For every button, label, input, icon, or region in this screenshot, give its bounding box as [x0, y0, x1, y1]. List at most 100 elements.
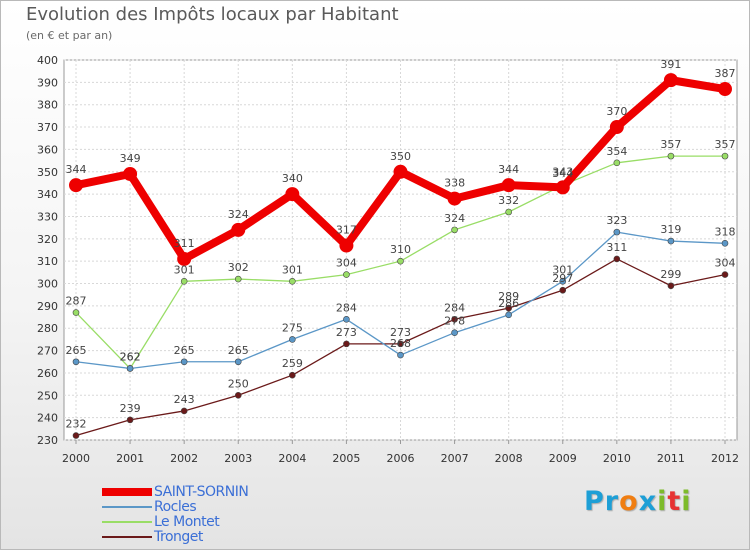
data-label: 262	[120, 350, 141, 363]
data-point	[559, 286, 567, 294]
y-tick-label: 250	[37, 389, 58, 402]
data-point	[505, 208, 512, 216]
x-tick-label: 2010	[603, 452, 631, 465]
data-label: 301	[282, 263, 303, 276]
data-label: 287	[66, 295, 87, 308]
y-tick-label: 280	[37, 322, 58, 335]
data-point	[505, 304, 512, 312]
data-label: 357	[660, 138, 681, 151]
legend-label: Le Montet	[154, 514, 220, 530]
data-label: 304	[336, 257, 357, 270]
data-label: 265	[174, 344, 195, 357]
data-label: 349	[120, 152, 141, 165]
data-label: 311	[606, 241, 627, 254]
data-point	[69, 178, 83, 193]
data-label: 273	[390, 326, 411, 339]
data-label: 344	[66, 163, 87, 176]
data-label: 302	[228, 261, 249, 274]
data-label: 299	[660, 268, 681, 281]
x-tick-label: 2005	[332, 452, 360, 465]
data-point	[339, 238, 354, 253]
chart-subtitle: (en € et par an)	[26, 29, 113, 42]
data-label: 243	[174, 393, 195, 406]
legend-label: SAINT-SORNIN	[154, 484, 249, 500]
data-label: 391	[660, 58, 681, 71]
data-label: 323	[606, 214, 627, 227]
x-tick-label: 2012	[711, 452, 739, 465]
data-point	[343, 271, 350, 278]
data-point	[667, 282, 675, 290]
data-point	[451, 315, 458, 323]
y-tick-label: 400	[37, 54, 58, 67]
axes: 230 240 250 260 270 280 290 300 310 320 330 340 350 3…	[37, 54, 739, 465]
data-point	[343, 315, 350, 323]
data-label: 275	[282, 321, 303, 334]
data-label: 344	[498, 163, 519, 176]
proxiti-logo: Proxiti	[584, 486, 692, 517]
logo-letter: x	[638, 486, 658, 517]
y-tick-label: 260	[37, 367, 58, 380]
legend-swatch	[102, 488, 152, 496]
data-label: 332	[498, 194, 519, 207]
data-point	[667, 152, 675, 160]
x-tick-label: 2000	[62, 452, 90, 465]
data-label: 350	[390, 150, 411, 163]
logo-letter: r	[604, 486, 620, 517]
data-point	[177, 251, 192, 266]
data-point	[397, 351, 404, 359]
data-label: 301	[174, 263, 195, 276]
data-label: 239	[120, 402, 141, 415]
data-point	[123, 167, 138, 181]
data-label: 297	[552, 272, 573, 285]
data-point	[505, 311, 512, 319]
data-label: 354	[606, 145, 627, 158]
y-tick-label: 310	[37, 255, 58, 268]
data-point	[72, 432, 80, 439]
logo-letter: o	[619, 486, 639, 517]
data-point	[451, 226, 458, 234]
data-label: 284	[336, 301, 357, 314]
y-tick-label: 380	[37, 99, 58, 112]
y-tick-label: 350	[37, 166, 58, 179]
data-point	[667, 237, 675, 245]
y-tick-label: 290	[37, 300, 58, 313]
logo-letter: P	[584, 486, 605, 517]
y-tick-label: 320	[37, 233, 58, 246]
x-tick-label: 2009	[549, 452, 577, 465]
data-point	[289, 277, 296, 285]
data-label: 318	[715, 225, 736, 238]
legend-swatch	[102, 536, 152, 538]
x-tick-label: 2004	[278, 452, 306, 465]
data-label: 289	[498, 290, 519, 303]
logo-letter: i	[657, 486, 668, 517]
data-point	[343, 340, 350, 348]
x-tick-label: 2001	[116, 452, 144, 465]
data-point	[609, 120, 624, 135]
data-label: 273	[336, 326, 357, 339]
data-point	[397, 340, 404, 348]
legend-swatch	[102, 521, 152, 523]
data-point	[285, 187, 300, 202]
logo-letter: i	[681, 486, 692, 517]
data-label: 357	[715, 138, 736, 151]
legend-swatch	[102, 506, 152, 508]
y-tick-label: 300	[37, 278, 58, 291]
data-label: 344	[552, 167, 573, 180]
data-label: 265	[228, 344, 249, 357]
data-point	[393, 164, 408, 179]
data-label: 310	[390, 243, 411, 256]
data-point	[721, 152, 729, 160]
data-label: 232	[66, 418, 87, 431]
data-label: 324	[228, 208, 249, 221]
data-label: 259	[282, 357, 303, 370]
data-label: 268	[390, 337, 411, 350]
data-point	[289, 336, 296, 343]
data-point	[447, 191, 462, 206]
data-label: 317	[336, 224, 357, 237]
series-group	[69, 73, 732, 439]
data-label: 265	[66, 344, 87, 357]
data-point	[234, 358, 242, 366]
data-point	[613, 255, 621, 263]
